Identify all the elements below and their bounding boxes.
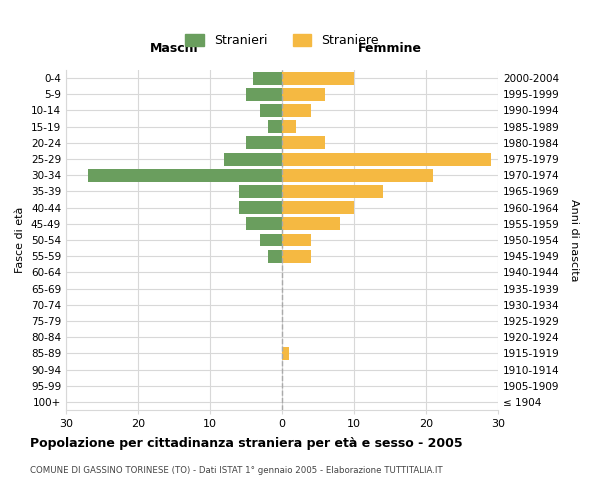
Bar [253,72,282,85]
Text: Popolazione per cittadinanza straniera per età e sesso - 2005: Popolazione per cittadinanza straniera p… [30,438,463,450]
Bar [246,136,282,149]
Bar [282,169,433,181]
Legend: Stranieri, Straniere: Stranieri, Straniere [180,28,384,52]
Bar [268,120,282,133]
Y-axis label: Anni di nascita: Anni di nascita [569,198,579,281]
Text: Maschi: Maschi [149,42,199,54]
Bar [282,88,325,101]
Text: COMUNE DI GASSINO TORINESE (TO) - Dati ISTAT 1° gennaio 2005 - Elaborazione TUTT: COMUNE DI GASSINO TORINESE (TO) - Dati I… [30,466,443,475]
Bar [282,250,311,262]
Bar [282,234,311,246]
Bar [246,218,282,230]
Bar [282,120,296,133]
Bar [239,185,282,198]
Bar [239,201,282,214]
Bar [282,72,354,85]
Bar [268,250,282,262]
Y-axis label: Fasce di età: Fasce di età [16,207,25,273]
Bar [282,104,311,117]
Bar [224,152,282,166]
Text: Femmine: Femmine [358,42,422,54]
Bar [246,88,282,101]
Bar [88,169,282,181]
Bar [282,201,354,214]
Bar [260,234,282,246]
Bar [282,347,289,360]
Bar [260,104,282,117]
Bar [282,185,383,198]
Bar [282,136,325,149]
Bar [282,152,491,166]
Bar [282,218,340,230]
